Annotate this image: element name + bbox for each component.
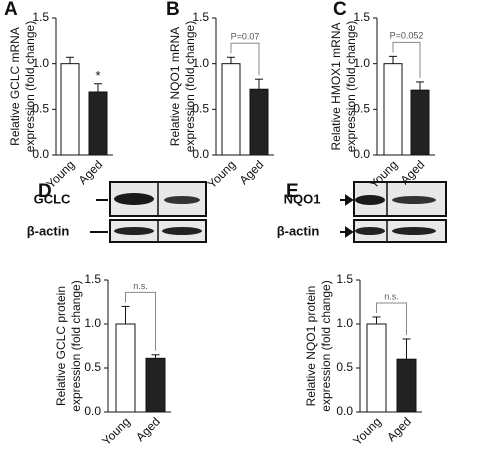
bar <box>145 357 166 413</box>
y-tick-label: 0.5 <box>84 360 101 374</box>
blot-label: GCLC <box>34 191 71 206</box>
significance: P=0.07 <box>231 32 260 42</box>
blot-e <box>353 181 447 243</box>
y-tick-label: 1.0 <box>32 56 49 70</box>
y-tick-label: 1.0 <box>353 56 370 70</box>
bar <box>221 63 241 156</box>
y-tick-label: 0.0 <box>353 147 370 161</box>
y-tick-label: 1.5 <box>336 272 353 286</box>
y-tick-label: 1.0 <box>192 56 209 70</box>
x-tick-label: Young <box>99 414 133 448</box>
panel-label: B <box>166 0 180 20</box>
bar <box>249 88 269 156</box>
blot-label: NQO1 <box>284 191 321 206</box>
y-tick-label: 0.5 <box>336 360 353 374</box>
bar <box>60 63 80 156</box>
significance: P=0.052 <box>390 31 424 41</box>
y-tick-label: 1.5 <box>84 272 101 286</box>
y-tick-label: 1.5 <box>353 10 370 24</box>
bracket <box>392 41 421 78</box>
y-axis-label: expression (fold change) <box>344 21 358 152</box>
y-tick-label: 0.0 <box>84 404 101 418</box>
significance: n.s. <box>133 281 148 291</box>
y-tick-label: 0.0 <box>32 147 49 161</box>
bar <box>366 323 387 413</box>
panel-label: D <box>38 181 52 202</box>
bar <box>383 63 403 156</box>
panel-label: E <box>286 181 299 202</box>
y-tick-label: 1.5 <box>192 10 209 24</box>
y-axis-label: Relative GCLC mRNA <box>8 27 22 146</box>
y-tick-label: 0.0 <box>192 147 209 161</box>
x-tick-label: Young <box>350 414 384 448</box>
blot-d <box>109 181 207 243</box>
bar <box>115 323 136 413</box>
bracket <box>376 302 407 335</box>
y-axis-label: Relative GCLC protein <box>54 286 68 406</box>
y-axis-label: Relative NQO1 protein <box>304 286 318 407</box>
significance: n.s. <box>384 291 399 301</box>
y-axis-label: expression (fold change) <box>23 21 37 152</box>
panel-label: A <box>4 0 18 20</box>
bracket <box>230 42 260 76</box>
bar <box>396 358 417 413</box>
blot-label: β-actin <box>277 223 320 238</box>
y-tick-label: 0.0 <box>336 404 353 418</box>
x-tick-label: Aged <box>384 414 414 444</box>
panel-label: C <box>333 0 347 20</box>
x-tick-label: Young <box>205 157 239 191</box>
y-tick-label: 0.5 <box>353 102 370 116</box>
y-axis-label: expression (fold change) <box>69 280 83 411</box>
bar <box>410 89 430 156</box>
x-tick-label: Aged <box>133 414 163 444</box>
y-axis-label: Relative NQO1 mRNA <box>168 27 182 146</box>
y-tick-label: 1.0 <box>336 316 353 330</box>
x-tick-label: Aged <box>237 157 267 187</box>
blot-arrows <box>90 194 354 238</box>
x-tick-label: Aged <box>76 157 106 187</box>
bracket <box>125 291 156 351</box>
y-tick-label: 0.5 <box>192 102 209 116</box>
y-axis-label: Relative HMOX1 mRNA <box>329 22 343 150</box>
y-tick-label: 1.0 <box>84 316 101 330</box>
y-axis-label: expression (fold change) <box>319 280 333 411</box>
y-tick-label: 0.5 <box>32 102 49 116</box>
y-tick-label: 1.5 <box>32 10 49 24</box>
y-axis-label: expression (fold change) <box>183 21 197 152</box>
significance: * <box>95 68 100 83</box>
blot-label: β-actin <box>27 223 70 238</box>
bar <box>88 91 108 156</box>
